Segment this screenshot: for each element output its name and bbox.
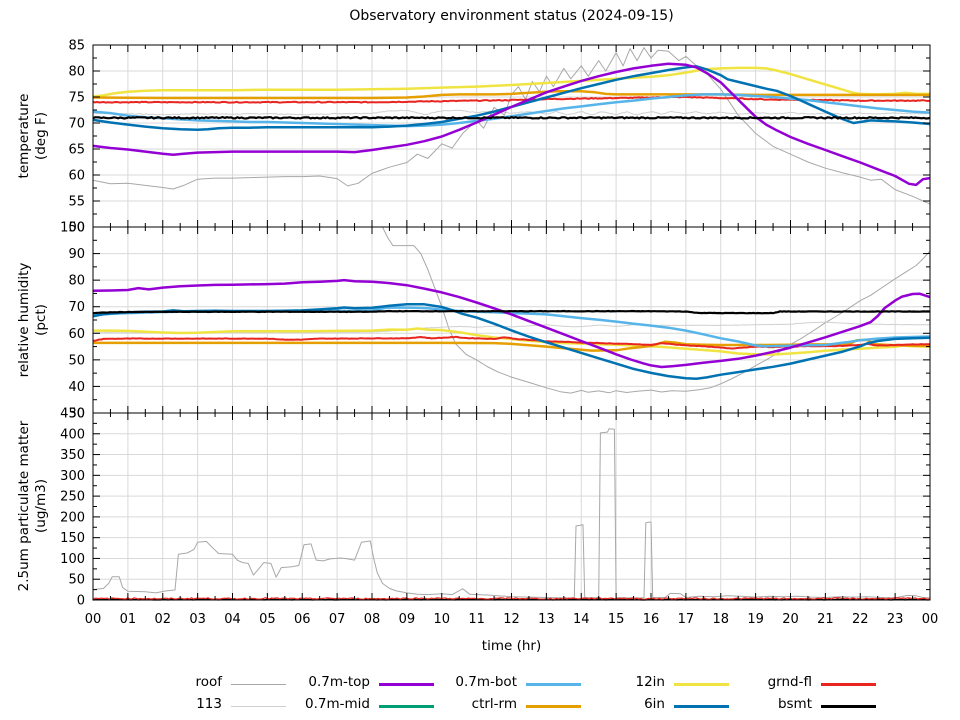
y-tick-label: 30 — [68, 407, 85, 422]
x-tick-label: 08 — [364, 612, 381, 627]
x-tick-label: 12 — [503, 612, 520, 627]
series-0.7m-top — [92, 278, 931, 369]
y-tick-label: 60 — [68, 169, 85, 184]
legend-label-0.7m-bot: 0.7m-bot — [455, 674, 517, 690]
x-tick-label: 16 — [643, 612, 660, 627]
series-bsmt — [92, 309, 931, 315]
x-axis-label: time (hr) — [481, 638, 542, 654]
x-tick-label: 03 — [189, 612, 206, 627]
x-tick-label: 07 — [329, 612, 346, 627]
y-tick-label: 50 — [68, 353, 85, 368]
series-roof — [93, 226, 931, 394]
y-tick-label: 150 — [60, 531, 85, 546]
y-tick-label: 350 — [60, 448, 85, 463]
legend-line-0.7m-mid — [379, 704, 434, 708]
y-tick-label: 40 — [68, 380, 85, 395]
y-tick-label: 50 — [68, 573, 85, 588]
x-tick-label: 02 — [154, 612, 171, 627]
legend-line-ctrl-rm — [526, 704, 581, 708]
y-tick-label: 300 — [60, 469, 85, 484]
y-tick-label: 100 — [60, 552, 85, 567]
legend-line-bsmt — [821, 704, 876, 708]
legend-line-0.7m-top — [379, 682, 434, 686]
y-tick-label: 50 — [68, 221, 85, 236]
y-tick-label: 70 — [68, 300, 85, 315]
x-tick-label: 06 — [294, 612, 311, 627]
legend-line-113 — [231, 705, 286, 707]
y-tick-label: 100 — [60, 221, 85, 236]
legend-line-roof — [231, 683, 286, 685]
x-tick-label: 22 — [852, 612, 869, 627]
x-tick-label: 05 — [259, 612, 276, 627]
y-tick-label: 60 — [68, 327, 85, 342]
x-tick-label: 13 — [538, 612, 555, 627]
y-tick-label: 80 — [68, 65, 85, 80]
legend-label-roof: roof — [195, 674, 222, 690]
x-tick-label: 21 — [817, 612, 834, 627]
legend-label-0.7m-mid: 0.7m-mid — [305, 696, 370, 712]
legend-line-6in — [674, 704, 729, 708]
x-tick-label: 17 — [678, 612, 695, 627]
y-tick-label: 75 — [68, 91, 85, 106]
x-tick-label: 14 — [573, 612, 590, 627]
x-tick-label: 10 — [433, 612, 450, 627]
series-bsmt — [92, 115, 931, 120]
x-tick-label: 04 — [224, 612, 241, 627]
y-tick-label: 450 — [60, 407, 85, 422]
plot-svg: 5055606570758085304050607080901000501001… — [60, 39, 939, 628]
x-tick-label: 09 — [399, 612, 416, 627]
series-12in — [92, 66, 930, 98]
legend-line-0.7m-bot — [526, 682, 581, 686]
legend-label-0.7m-top: 0.7m-top — [308, 674, 370, 690]
series-6in — [92, 65, 931, 132]
x-tick-label: 15 — [608, 612, 625, 627]
x-tick-label: 20 — [782, 612, 799, 627]
series-0.7m-top — [92, 62, 931, 187]
y-tick-label: 70 — [68, 117, 85, 132]
y-tick-label: 0 — [77, 594, 85, 609]
x-tick-label: 23 — [887, 612, 904, 627]
y-tick-label: 80 — [68, 274, 85, 289]
chart-title: Observatory environment status (2024-09-… — [349, 8, 674, 24]
legend-label-6in: 6in — [644, 696, 665, 712]
x-tick-label: 19 — [747, 612, 764, 627]
x-tick-label: 00 — [85, 612, 102, 627]
x-tick-label: 01 — [120, 612, 137, 627]
legend-line-grnd-fl — [821, 682, 876, 686]
legend-label-grnd-fl: grnd-fl — [767, 674, 812, 690]
y-tick-label: 55 — [68, 195, 85, 210]
y-tick-label: 250 — [60, 490, 85, 505]
y-tick-label: 200 — [60, 510, 85, 525]
y-tick-label: 400 — [60, 427, 85, 442]
legend-label-bsmt: bsmt — [777, 696, 812, 712]
y-tick-label: 65 — [68, 143, 85, 158]
legend-label-ctrl-rm: ctrl-rm — [471, 696, 517, 712]
chart-canvas: 50 55 60 65 70 75 80 85 30 40 50 60 70 80 90 100 0 50 100 1… — [60, 39, 939, 628]
series-113 — [93, 109, 931, 116]
legend-label-12in: 12in — [635, 674, 666, 690]
x-tick-label: 18 — [712, 612, 729, 627]
y-tick-label: 90 — [68, 247, 85, 262]
legend-label-113: 113 — [196, 696, 222, 712]
x-tick-label: 11 — [468, 612, 485, 627]
x-tick-label: 00 — [922, 612, 939, 627]
legend-line-12in — [674, 682, 729, 686]
y-tick-label: 85 — [68, 39, 85, 54]
